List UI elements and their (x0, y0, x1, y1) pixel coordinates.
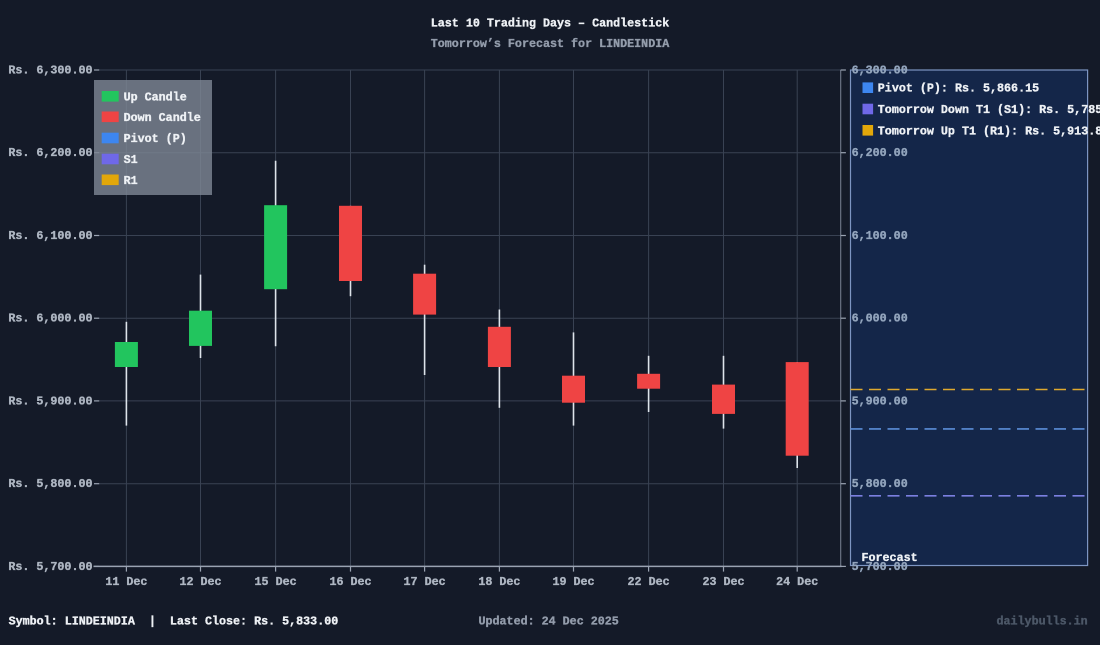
svg-text:5,800.00: 5,800.00 (852, 477, 908, 491)
svg-text:6,200.00: 6,200.00 (852, 146, 908, 160)
svg-text:11 Dec: 11 Dec (105, 575, 147, 589)
svg-text:6,100.00: 6,100.00 (852, 229, 908, 243)
svg-text:5,700.00: 5,700.00 (852, 560, 908, 574)
svg-text:24 Dec: 24 Dec (776, 575, 818, 589)
svg-text:18 Dec: 18 Dec (478, 575, 520, 589)
svg-text:R1: R1 (124, 174, 138, 188)
svg-text:Rs. 6,100.00: Rs. 6,100.00 (8, 229, 92, 243)
svg-text:Forecast: Forecast (862, 551, 918, 565)
svg-text:Up Candle: Up Candle (124, 90, 187, 104)
svg-text:Rs. 5,700.00: Rs. 5,700.00 (8, 560, 92, 574)
svg-text:19 Dec: 19 Dec (552, 575, 594, 589)
svg-text:dailybulls.in: dailybulls.in (997, 615, 1088, 629)
svg-text:23 Dec: 23 Dec (702, 575, 744, 589)
svg-text:Last 10 Trading Days – Candles: Last 10 Trading Days – Candlestick (431, 16, 669, 30)
svg-text:16 Dec: 16 Dec (329, 575, 371, 589)
svg-text:Rs. 6,000.00: Rs. 6,000.00 (8, 312, 92, 326)
svg-text:Updated: 24 Dec 2025: Updated: 24 Dec 2025 (479, 615, 619, 629)
svg-text:Tomorrow Up T1 (R1): Rs. 5,913: Tomorrow Up T1 (R1): Rs. 5,913.85 (878, 124, 1100, 138)
svg-text:6,300.00: 6,300.00 (852, 63, 908, 77)
svg-text:Rs. 5,800.00: Rs. 5,800.00 (8, 477, 92, 491)
svg-text:S1: S1 (124, 153, 138, 167)
svg-text:Down Candle: Down Candle (124, 111, 201, 125)
svg-text:22 Dec: 22 Dec (628, 575, 670, 589)
svg-text:12 Dec: 12 Dec (179, 575, 221, 589)
svg-text:5,900.00: 5,900.00 (852, 394, 908, 408)
svg-text:Rs. 6,200.00: Rs. 6,200.00 (8, 146, 92, 160)
svg-text:Pivot (P): Pivot (P) (124, 132, 187, 146)
svg-text:Tomorrow’s Forecast for LINDEI: Tomorrow’s Forecast for LINDEINDIA (431, 37, 670, 51)
svg-text:15 Dec: 15 Dec (255, 575, 297, 589)
svg-text:Tomorrow Down T1 (S1): Rs. 5,7: Tomorrow Down T1 (S1): Rs. 5,785.35 (878, 103, 1100, 117)
svg-text:Pivot (P): Rs. 5,866.15: Pivot (P): Rs. 5,866.15 (878, 82, 1039, 96)
svg-text:6,000.00: 6,000.00 (852, 312, 908, 326)
svg-text:Rs. 6,300.00: Rs. 6,300.00 (8, 63, 92, 77)
svg-text:Symbol: LINDEINDIA | Last Cl: Symbol: LINDEINDIA | Last Close: Rs. 5,8… (9, 615, 339, 629)
svg-text:Rs. 5,900.00: Rs. 5,900.00 (8, 394, 92, 408)
svg-text:17 Dec: 17 Dec (404, 575, 446, 589)
